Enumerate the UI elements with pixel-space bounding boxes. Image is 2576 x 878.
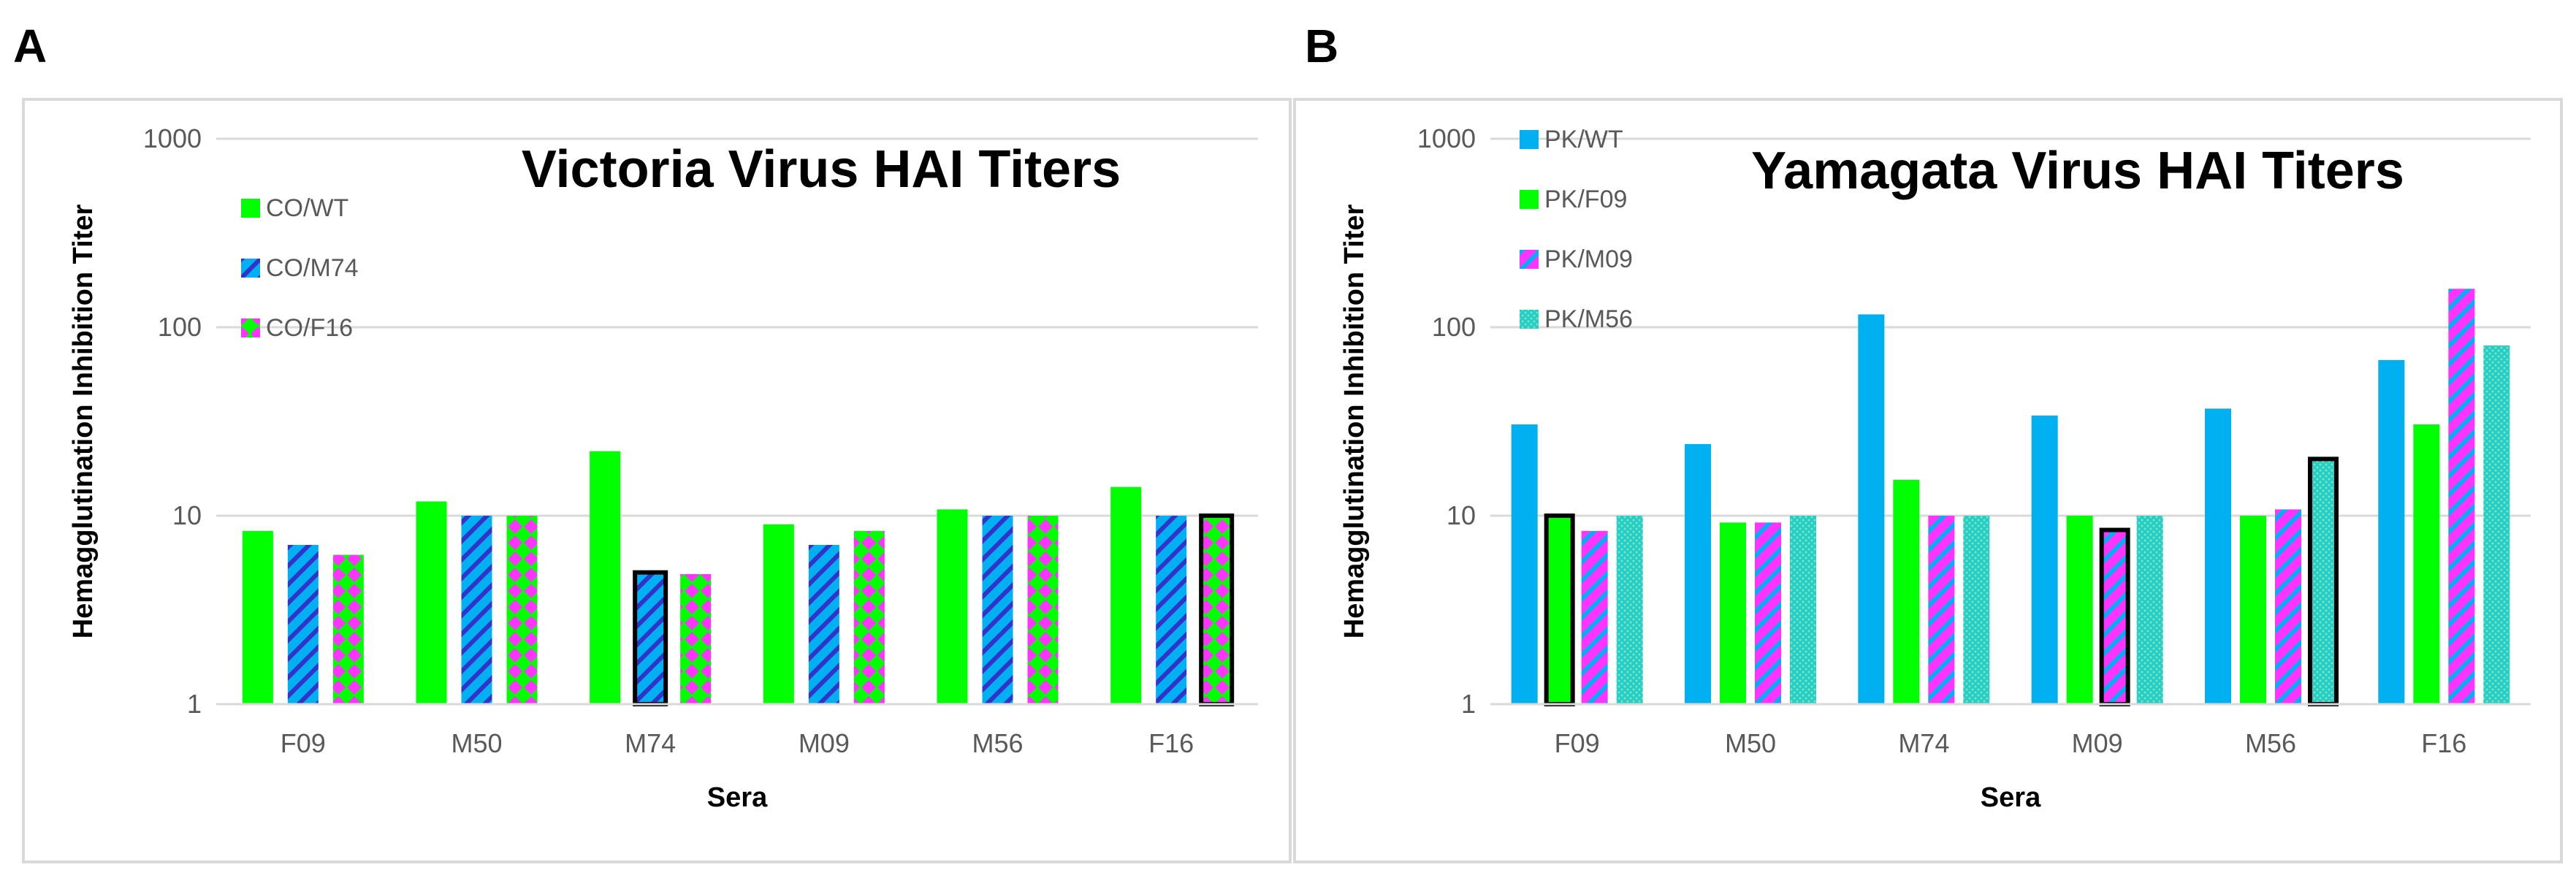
bar-co-m74-f16 [1156,516,1187,704]
y-tick-label: 10 [172,500,202,530]
legend-swatch [1520,190,1539,209]
bar-pk-m56-f16 [2483,346,2510,704]
bar-co-m74-m50 [461,516,492,704]
y-tick-label: 1000 [1417,123,1476,153]
bar-co-f16-m74 [680,573,712,704]
x-tick-label: M09 [799,728,850,758]
yamagata-chart: 1 10 100 1000 F09 M50 M74 M09 M56 F16 Sera Hemagglu… [1293,98,2563,863]
legend-swatch [1520,250,1539,269]
legend-swatch [1520,310,1539,329]
x-tick-label: M56 [2245,728,2296,758]
x-tick-label: M50 [1725,728,1776,758]
bar-pk-f09-f09 [1544,514,1575,706]
bar-co-f16-m50 [506,516,538,704]
x-tick-label: M74 [1898,728,1949,758]
x-tick-label: M09 [2072,728,2123,758]
bar-co-m74-m09 [808,544,839,704]
legend-label: PK/F09 [1544,186,1627,213]
bar-pk-m09-f16 [2448,289,2475,704]
legend-swatch [1520,130,1539,149]
bar-pk-m09-m09 [2099,527,2130,706]
x-tick-label: F09 [281,728,326,758]
legend-label: CO/F16 [266,314,353,342]
bar-pk-wt-m74 [1858,314,1885,704]
legend-swatch [241,199,260,218]
yamagata-chart-svg: 1 10 100 1000 F09 M50 M74 M09 M56 F16 Sera Hemagglu… [1339,123,2531,813]
x-tick-label: F09 [1555,728,1600,758]
y-axis-title: Hemagglutination Inhibition Titer [1339,204,1370,638]
bar-co-wt-f16 [1110,486,1142,704]
victoria-chart: 1 10 100 1000 F09 M50 M74 M09 M56 F16 Sera Hemagglu… [22,98,1292,863]
bar-pk-m56-m50 [1790,516,1816,704]
bar-pk-f09-m56 [2240,516,2266,704]
bar-pk-wt-m56 [2205,408,2231,704]
bar-pk-wt-m50 [1685,443,1711,704]
bar-co-m74-m56 [982,516,1013,704]
x-tick-label: M50 [451,728,502,758]
bar-pk-m09-f09 [1581,530,1608,704]
bar-pk-wt-f09 [1511,424,1538,704]
bar-co-wt-m50 [416,501,447,704]
bar-co-m74-m74 [633,570,668,706]
panel-letter-b: B [1305,20,1339,72]
bar-pk-m56-m56 [2308,457,2339,706]
y-tick-label: 100 [158,312,202,342]
x-tick-label: F16 [2421,728,2466,758]
bar-co-f16-m09 [853,530,885,704]
bar-pk-f09-f16 [2413,424,2440,704]
bar-pk-m56-m09 [2136,516,2163,704]
chart-title: Yamagata Virus HAI Titers [1751,142,2404,200]
victoria-chart-svg: 1 10 100 1000 F09 M50 M74 M09 M56 F16 Sera Hemagglu… [68,123,1258,813]
bar-pk-m56-m74 [1963,516,1990,704]
bar-co-wt-f09 [242,530,273,704]
bar-co-f16-f16 [1199,514,1235,706]
y-tick-label: 100 [1432,312,1476,342]
legend-label: PK/M56 [1544,305,1633,333]
x-tick-label: M74 [625,728,676,758]
y-tick-label: 1 [1461,689,1476,719]
bar-pk-m09-m74 [1928,516,1955,704]
x-tick-label: M56 [972,728,1023,758]
bar-pk-f09-m74 [1893,479,1920,704]
bar-pk-f09-m50 [1720,522,1746,704]
legend-label: PK/M09 [1544,245,1633,273]
y-tick-label: 1 [187,689,202,719]
legend-swatch [241,318,260,337]
bar-co-f16-m56 [1027,516,1059,704]
x-axis-title: Sera [707,782,768,813]
y-tick-label: 10 [1447,500,1476,530]
bar-pk-wt-m09 [2031,415,2058,704]
chart-title: Victoria Virus HAI Titers [522,140,1121,199]
bar-pk-m09-m50 [1755,522,1781,704]
bar-co-m74-f09 [287,544,319,704]
x-axis-title: Sera [1981,782,2041,813]
bar-pk-m56-f09 [1616,516,1643,704]
bar-co-wt-m09 [763,524,794,704]
bar-pk-wt-f16 [2378,359,2405,704]
bar-pk-f09-m09 [2066,516,2093,704]
panel-letter-a: A [13,20,47,72]
legend-label: PK/WT [1544,126,1623,153]
x-tick-label: F16 [1148,728,1194,758]
bar-co-wt-m74 [590,451,621,704]
legend-swatch [241,259,260,278]
y-axis-title: Hemagglutination Inhibition Titer [68,204,99,638]
legend-label: CO/WT [266,194,348,222]
bar-co-f16-f09 [332,554,364,704]
legend-label: CO/M74 [266,254,359,282]
bar-pk-m09-m56 [2275,509,2301,704]
bar-co-wt-m56 [937,509,968,704]
y-tick-label: 1000 [143,123,202,153]
